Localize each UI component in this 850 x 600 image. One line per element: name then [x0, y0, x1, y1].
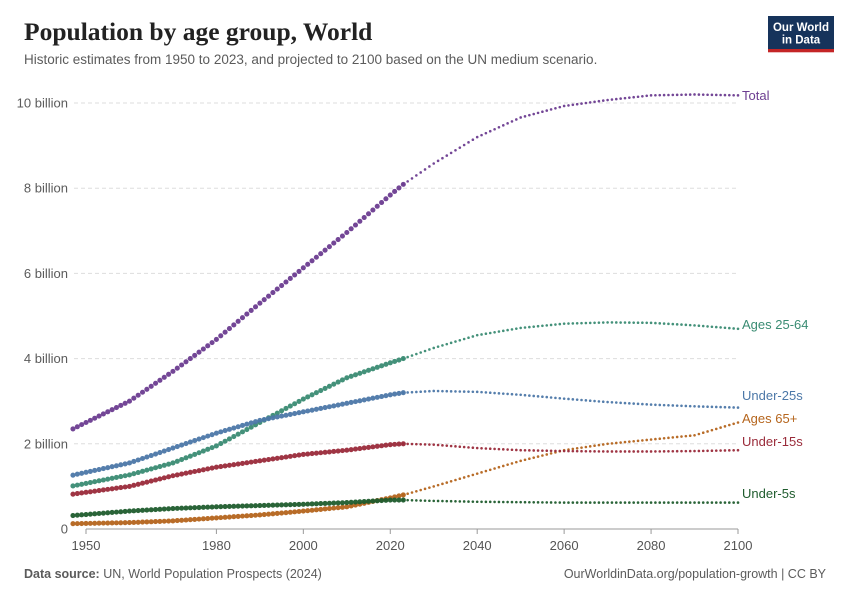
- svg-text:1950: 1950: [72, 538, 101, 553]
- svg-text:1980: 1980: [202, 538, 231, 553]
- svg-text:0: 0: [61, 522, 68, 537]
- svg-text:8 billion: 8 billion: [24, 181, 68, 196]
- svg-text:Under-15s: Under-15s: [742, 434, 803, 449]
- svg-text:2000: 2000: [289, 538, 318, 553]
- svg-text:2 billion: 2 billion: [24, 436, 68, 451]
- svg-text:Ages 65+: Ages 65+: [742, 411, 797, 426]
- svg-text:4 billion: 4 billion: [24, 351, 68, 366]
- svg-text:2040: 2040: [463, 538, 492, 553]
- svg-text:Under-25s: Under-25s: [742, 388, 803, 403]
- svg-text:2060: 2060: [550, 538, 579, 553]
- svg-text:2020: 2020: [376, 538, 405, 553]
- svg-text:2080: 2080: [637, 538, 666, 553]
- svg-text:Total: Total: [742, 88, 770, 103]
- svg-text:6 billion: 6 billion: [24, 266, 68, 281]
- svg-text:10 billion: 10 billion: [17, 96, 68, 111]
- svg-text:2100: 2100: [724, 538, 753, 553]
- svg-text:Under-5s: Under-5s: [742, 486, 796, 501]
- svg-text:Ages 25-64: Ages 25-64: [742, 317, 809, 332]
